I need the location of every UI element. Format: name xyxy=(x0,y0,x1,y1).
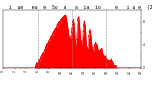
Text: i  ue   ea  e  So  a   a  ia  io     e   i u e  (2   ou  ): i ue ea e So a a ia io e i u e (2 ou ) xyxy=(3,5,160,10)
